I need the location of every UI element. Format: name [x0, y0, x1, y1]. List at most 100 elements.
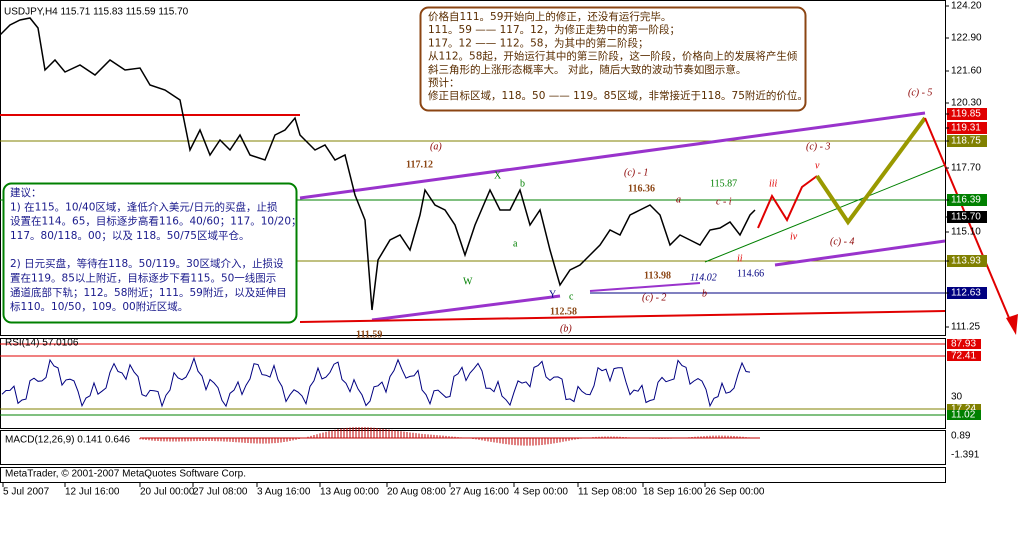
rsi-tag	[947, 410, 981, 420]
chart-header: USDJPY,H4 115.71 115.83 115.59 115.70	[4, 7, 189, 18]
rsi-axis-label: 11.02	[951, 410, 976, 421]
price-label: 119.85	[951, 109, 981, 120]
price-tag	[947, 194, 987, 206]
wave-label: (b)	[560, 323, 572, 334]
advice-box	[2, 182, 298, 324]
price-tag	[947, 122, 987, 134]
wave-label: c	[569, 291, 574, 302]
note-line: 修正目标区域，118。50 —— 119。85区域，非常接近于118。75附近的…	[428, 89, 808, 102]
time-label: 27 Jul 08:00	[193, 487, 248, 498]
time-label: 3 Aug 16:00	[257, 487, 311, 498]
time-label: 26 Sep 00:00	[705, 487, 765, 498]
trend-line	[299, 310, 946, 323]
wave-label: v	[815, 160, 820, 171]
wave-label: Y	[549, 289, 556, 300]
wave-label: 114.02	[690, 272, 717, 283]
trend-line	[589, 282, 701, 292]
wave-label: b	[520, 178, 525, 189]
arrow-head	[1006, 314, 1018, 335]
price-label: 111.25	[951, 322, 981, 333]
wave-label: a	[513, 238, 518, 249]
rsi-tag	[947, 351, 981, 361]
price-label: 115.70	[951, 212, 981, 223]
rsi-axis-label: 30	[951, 392, 963, 403]
macd-axis-label: -1.391	[951, 450, 980, 461]
price-label: 116.39	[951, 195, 981, 206]
wave-label: (c) - 2	[642, 292, 666, 303]
price-label: 121.60	[951, 66, 982, 77]
time-label: 13 Aug 00:00	[320, 487, 379, 498]
time-label: 5 Jul 2007	[3, 487, 50, 498]
advice-line: 通道底部下轨；112。58附近；111。59附近，以及延伸目	[10, 286, 287, 299]
wave-label: (c) - 5	[908, 87, 932, 98]
wave-label: (a)	[430, 141, 442, 152]
rsi-tag	[947, 339, 981, 349]
price-label: 122.90	[951, 33, 982, 44]
price-label: 113.93	[951, 256, 981, 267]
time-label: 20 Jul 00:00	[140, 487, 195, 498]
note-line: 预计：	[428, 76, 460, 89]
rsi-label: RSI(14) 57.0106	[5, 338, 79, 349]
advice-line: 117。80/118。00；以及 118。50/75区域平仓。	[10, 229, 249, 242]
price-tag	[947, 135, 987, 147]
time-label: 12 Jul 16:00	[65, 487, 120, 498]
price-label: 119.31	[951, 123, 981, 134]
time-label: 27 Aug 16:00	[450, 487, 509, 498]
advice-line: 标110。10/50，109。00附近区域。	[10, 300, 188, 313]
price-label: 118.75	[951, 136, 981, 147]
wave-label: iv	[790, 231, 798, 242]
price-tag	[947, 255, 987, 267]
wave-label: 117.12	[406, 159, 433, 170]
macd-axis-label: 0.89	[951, 431, 971, 442]
wave-label: (c) - 3	[806, 141, 830, 152]
wave-label: 115.87	[710, 178, 737, 189]
wave-label: iii	[769, 178, 778, 189]
price-tag	[947, 287, 987, 299]
price-tag	[947, 211, 987, 223]
advice-line: 设置在114。65，目标逐步高看116。40/60；117。10/20；	[10, 215, 302, 228]
advice-line: 1) 在115。10/40区域，逢低介入美元/日元的买盘，止损	[10, 200, 278, 213]
rsi-tag	[947, 404, 981, 414]
wave-label: 114.66	[737, 268, 764, 279]
wave-label: b	[702, 288, 707, 299]
advice-line: 2) 日元买盘，等待在118。50/119。30区域介入，止损设	[10, 257, 284, 270]
note-line: 111。59 —— 117。12，为修正走势中的第一阶段；	[428, 23, 680, 36]
price-label: 115.10	[951, 227, 981, 238]
price-tag	[947, 108, 987, 120]
advice-line: 置在119。85以上附近，目标逐步下看115。50一线图示	[10, 272, 276, 285]
time-label: 11 Sep 08:00	[578, 487, 637, 498]
price-label: 117.70	[951, 163, 981, 174]
rsi-line	[1, 356, 751, 408]
trend-line	[704, 164, 946, 263]
advice-line: 建议：	[10, 186, 42, 199]
time-label: 20 Aug 08:00	[387, 487, 446, 498]
price-label: 120.30	[951, 98, 982, 109]
price-label: 124.20	[951, 1, 982, 12]
wave-label: 111.59	[356, 329, 382, 340]
time-label: 18 Sep 16:00	[643, 487, 703, 498]
trend-line	[774, 239, 946, 267]
wave-label: c - i	[716, 196, 732, 207]
note-line: 117。12 —— 112。58，为其中的第二阶段；	[428, 36, 648, 49]
macd-label: MACD(12,26,9) 0.141 0.646	[5, 435, 131, 446]
wave-label: 113.98	[644, 270, 671, 281]
projected-wave	[757, 175, 818, 229]
rsi-axis-label: 72.41	[951, 351, 976, 362]
trend-line	[371, 294, 561, 322]
wave-label: X	[494, 170, 502, 181]
wave-label: 116.36	[628, 183, 655, 194]
wave-label: W	[463, 276, 473, 287]
note-line: 价格自111。59开始向上的修正，还没有运行完毕。	[428, 10, 671, 23]
wave-label: ii	[737, 253, 743, 264]
copyright: MetaTrader, © 2001-2007 MetaQuotes Softw…	[5, 469, 246, 480]
note-line: 斜三角形的上涨形态概率大。 对此，随后大致的波动节奏如图示意。	[428, 63, 746, 76]
wave-label: (c) - 4	[830, 236, 854, 247]
wave-label: 112.58	[550, 306, 577, 317]
wave-label: (c) - 1	[624, 167, 648, 178]
wave-label: a	[676, 194, 681, 205]
trend-line	[299, 111, 926, 200]
projected-wave	[815, 116, 927, 226]
time-label: 4 Sep 00:00	[514, 487, 568, 498]
